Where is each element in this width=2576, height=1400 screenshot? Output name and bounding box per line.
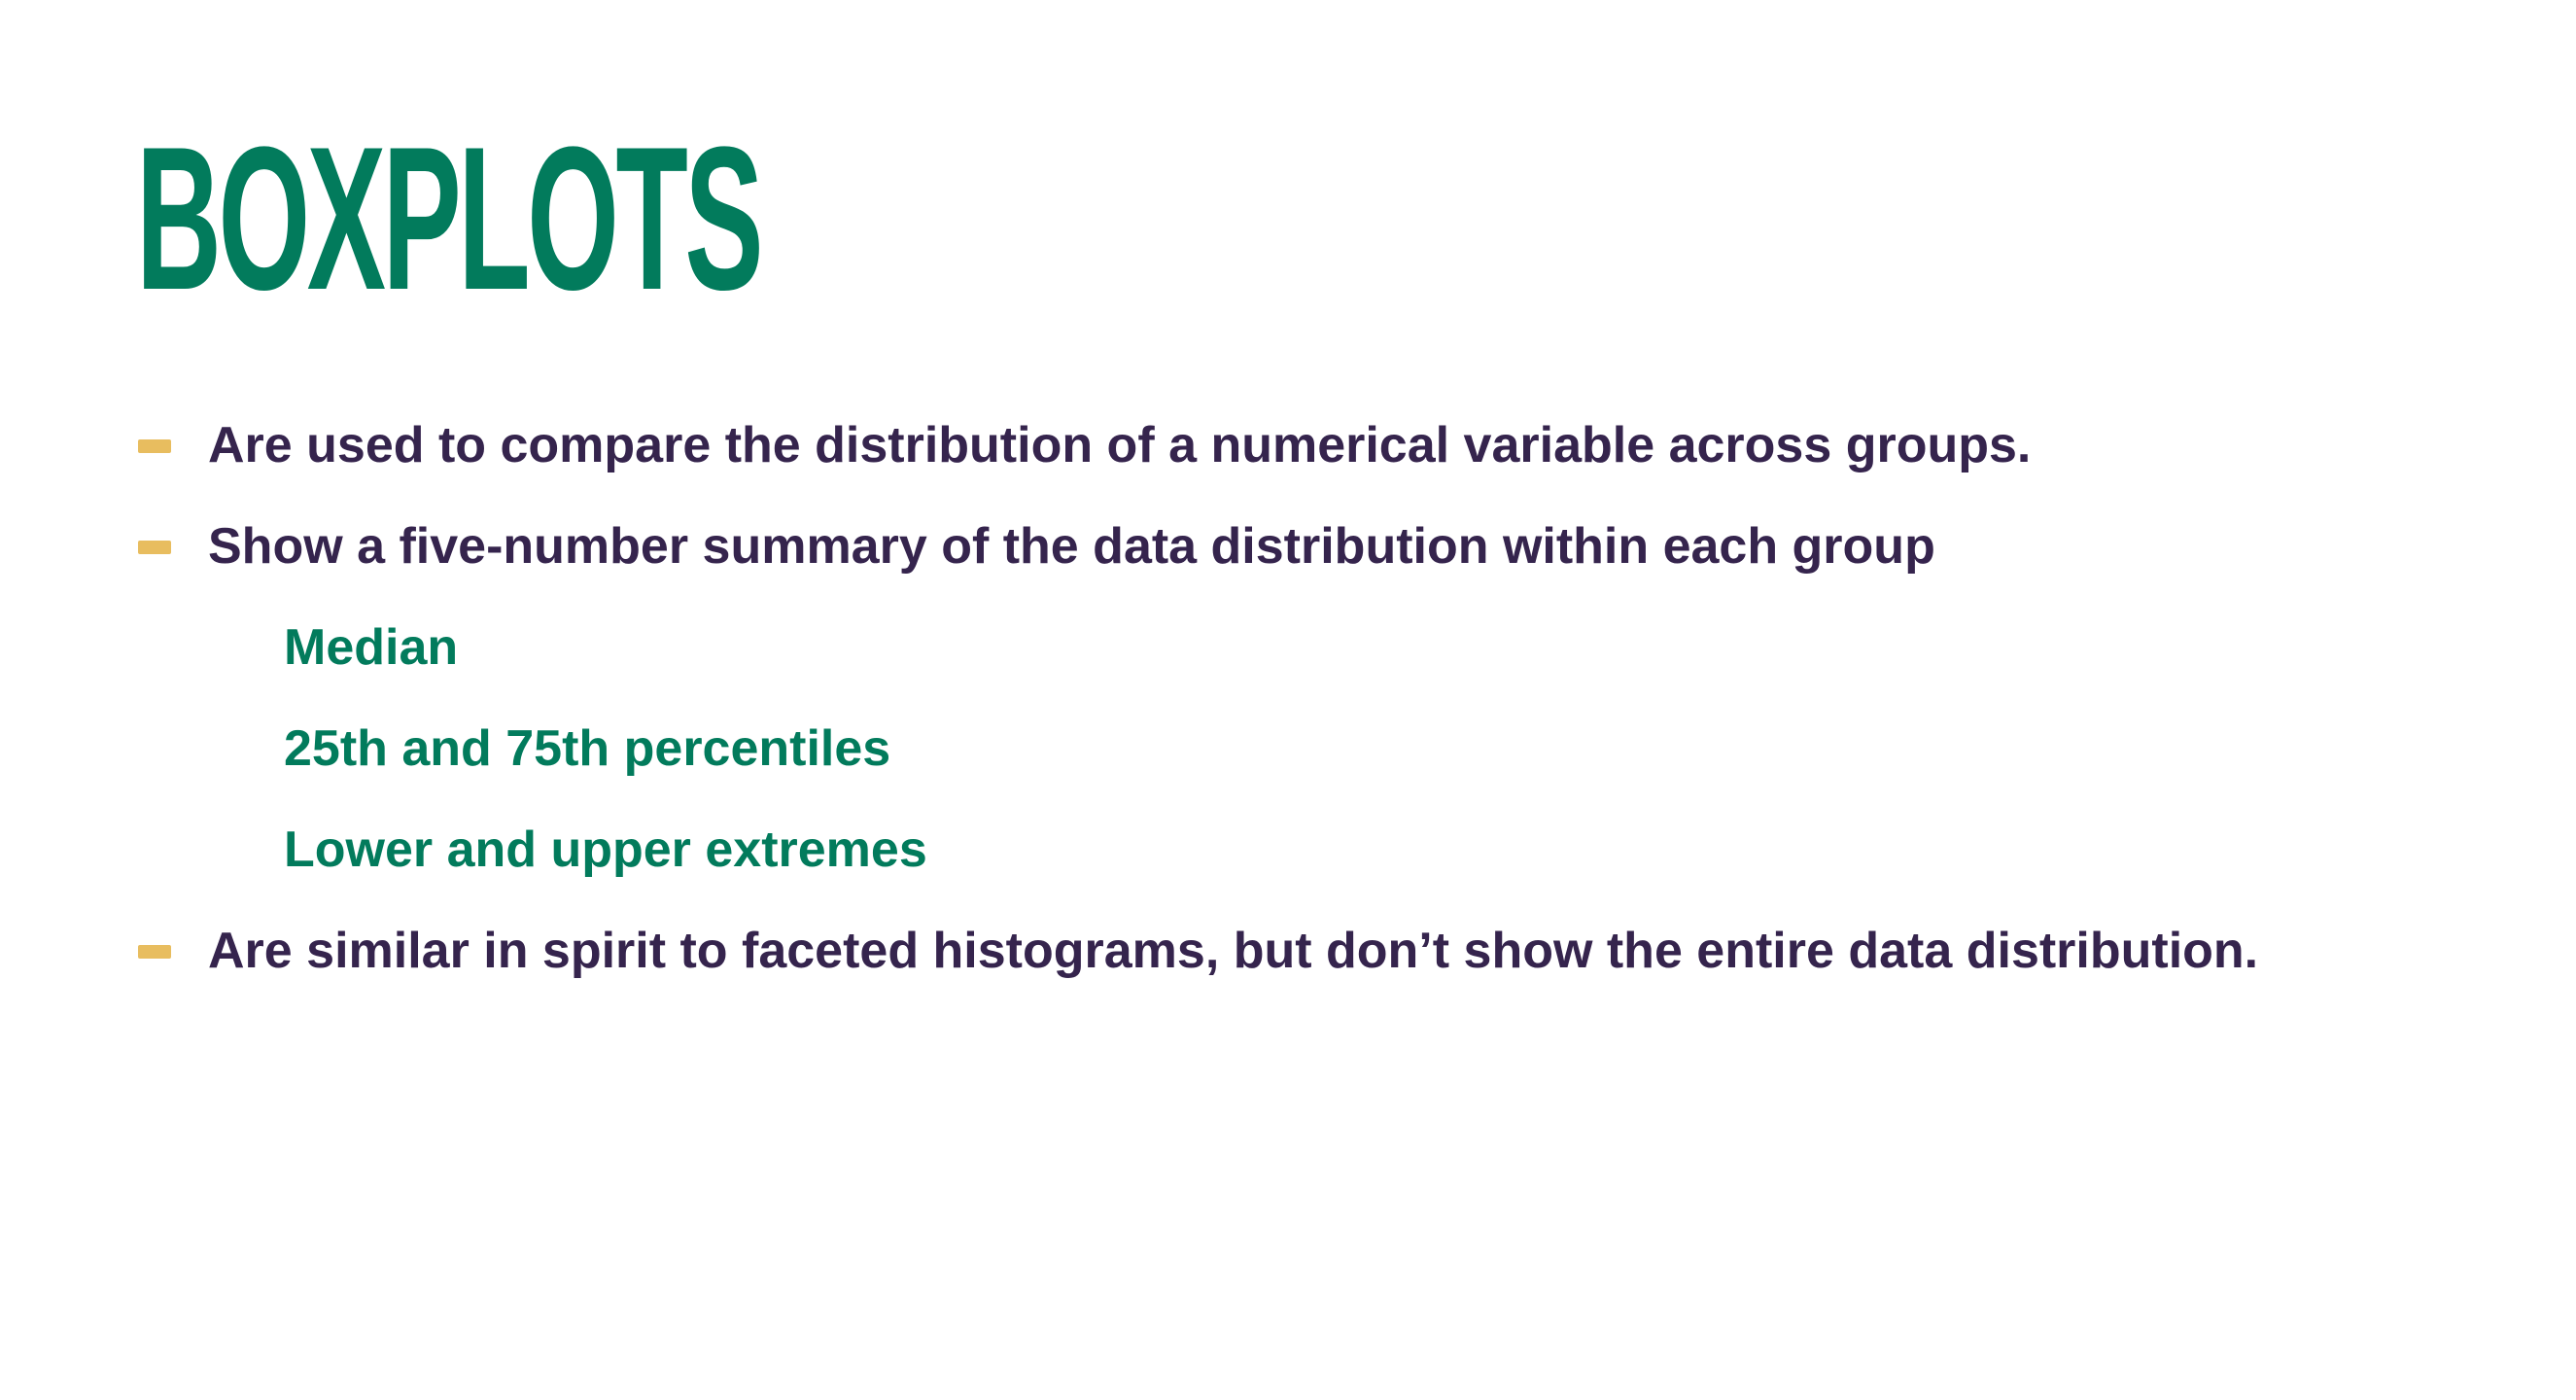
bullet-dash-icon <box>138 439 171 453</box>
sub-item: Median <box>284 609 2228 686</box>
bullet-item: Are used to compare the distribution of … <box>136 406 2547 484</box>
sub-item: Lower and upper extremes <box>284 811 2228 889</box>
sub-item-text: Lower and upper extremes <box>284 822 927 878</box>
sub-item-text: Median <box>284 619 459 676</box>
bullet-item: Show a five-number summary of the data d… <box>136 508 2547 585</box>
sub-item: 25th and 75th percentiles <box>284 710 2228 788</box>
bullet-dash-icon <box>138 541 171 554</box>
sub-item-text: 25th and 75th percentiles <box>284 720 891 777</box>
bullet-text: Are similar in spirit to faceted histogr… <box>208 923 2259 979</box>
bullet-item: Are similar in spirit to faceted histogr… <box>136 912 2547 990</box>
bullet-dash-icon <box>138 945 171 959</box>
bullet-text: Are used to compare the distribution of … <box>208 417 2032 473</box>
bullet-text: Show a five-number summary of the data d… <box>208 518 1935 575</box>
slide-title: BOXPLOTS <box>136 104 764 332</box>
